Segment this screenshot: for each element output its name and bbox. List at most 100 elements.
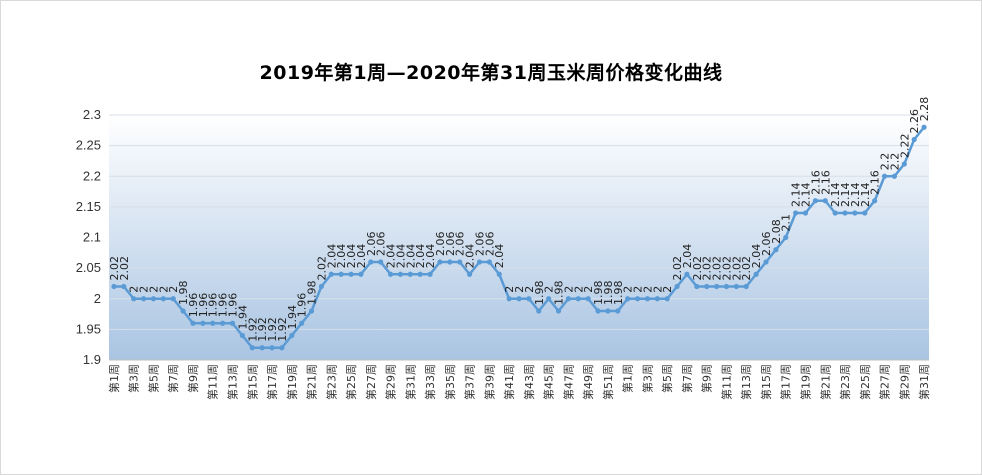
data-label: 2.04 xyxy=(385,244,398,269)
data-point xyxy=(140,296,147,302)
data-point xyxy=(763,259,769,265)
data-label: 2.06 xyxy=(483,232,496,257)
data-label: 2 xyxy=(661,286,674,293)
x-tick-label: 第7周 xyxy=(166,364,180,393)
data-label: 1.96 xyxy=(187,293,200,318)
data-label: 2.02 xyxy=(701,256,714,281)
x-tick-label: 第25周 xyxy=(858,364,872,400)
data-point xyxy=(812,198,818,204)
data-point xyxy=(111,283,117,290)
x-tick-label: 第1周 xyxy=(621,364,635,393)
data-point xyxy=(447,259,453,265)
data-point xyxy=(536,308,542,314)
data-point xyxy=(220,320,226,326)
data-point xyxy=(160,296,166,302)
data-label: 1.92 xyxy=(246,317,259,342)
data-point xyxy=(318,283,325,290)
data-point xyxy=(862,210,868,216)
data-label: 2.1 xyxy=(780,214,793,232)
x-tick-label: 第11周 xyxy=(206,364,220,400)
data-point xyxy=(476,259,483,265)
data-label: 2.04 xyxy=(325,244,338,269)
data-label: 2.06 xyxy=(473,232,486,257)
data-point xyxy=(872,198,878,204)
data-label: 2.16 xyxy=(869,170,882,195)
data-label: 1.96 xyxy=(217,293,230,318)
data-label: 2.04 xyxy=(404,244,417,269)
data-point xyxy=(299,320,305,326)
data-point xyxy=(121,283,127,290)
data-label: 2.06 xyxy=(365,232,378,257)
data-label: 2.02 xyxy=(118,256,131,281)
data-point xyxy=(852,210,858,216)
data-label: 1.98 xyxy=(553,281,566,306)
data-label: 2 xyxy=(523,286,536,293)
data-label: 2 xyxy=(167,286,180,293)
data-point xyxy=(793,210,799,216)
data-point xyxy=(674,283,680,290)
data-label: 2 xyxy=(543,286,556,293)
x-tick-label: 第5周 xyxy=(146,364,160,393)
x-tick-label: 第27周 xyxy=(878,364,892,400)
data-label: 2 xyxy=(503,286,516,293)
data-label: 2.04 xyxy=(424,244,437,269)
data-label: 2.04 xyxy=(464,244,477,269)
data-label: 2.02 xyxy=(720,256,733,281)
data-label: 2 xyxy=(651,286,664,293)
data-point xyxy=(881,173,888,179)
data-point xyxy=(773,247,779,253)
series-line xyxy=(111,124,927,351)
data-point xyxy=(131,296,137,302)
x-tick-label: 第37周 xyxy=(463,364,477,400)
x-tick-label: 第15周 xyxy=(759,364,773,400)
data-point xyxy=(180,308,186,314)
data-labels: 2.022.02222221.981.961.961.961.961.961.9… xyxy=(108,97,931,342)
data-label: 1.92 xyxy=(276,317,289,342)
x-tick-label: 第31周 xyxy=(917,364,931,400)
data-point xyxy=(368,259,374,265)
data-point xyxy=(378,259,384,265)
data-label: 2.06 xyxy=(454,232,467,257)
x-tick-label: 第39周 xyxy=(482,364,496,400)
y-tick-label: 1.9 xyxy=(83,352,101,367)
data-point xyxy=(634,296,641,302)
data-label: 2.14 xyxy=(839,183,852,208)
data-point xyxy=(279,345,285,351)
y-axis: 1.9 1.95 2 2.05 2.1 2.15 2.2 2.25 2.3 xyxy=(76,107,101,367)
data-point xyxy=(200,320,206,326)
data-point xyxy=(249,345,255,351)
data-label: 2.16 xyxy=(809,170,822,195)
data-label: 2.04 xyxy=(355,244,368,269)
data-label: 1.96 xyxy=(296,293,309,318)
data-point xyxy=(229,320,236,326)
data-label: 2 xyxy=(562,286,575,293)
data-point xyxy=(407,271,413,277)
data-label: 2 xyxy=(632,286,645,293)
data-label: 2.02 xyxy=(730,256,743,281)
x-tick-label: 第51周 xyxy=(601,364,615,400)
data-point xyxy=(743,283,749,290)
data-point xyxy=(358,271,364,277)
data-point xyxy=(338,271,344,277)
data-label: 2.14 xyxy=(790,183,803,208)
data-label: 1.96 xyxy=(197,293,210,318)
y-tick-label: 2.1 xyxy=(83,230,101,245)
data-point xyxy=(605,308,611,314)
data-label: 2.26 xyxy=(908,109,921,134)
data-label: 2.04 xyxy=(335,244,348,269)
data-label: 2.06 xyxy=(375,232,388,257)
data-point xyxy=(822,198,828,204)
data-label: 2.14 xyxy=(849,183,862,208)
x-tick-label: 第9周 xyxy=(700,364,714,393)
x-tick-label: 第21周 xyxy=(818,364,832,400)
x-tick-label: 第29周 xyxy=(897,364,911,400)
data-label: 1.94 xyxy=(286,305,299,330)
x-tick-label: 第17周 xyxy=(779,364,793,400)
data-point xyxy=(585,296,591,302)
x-tick-label: 第17周 xyxy=(265,364,279,400)
x-tick-label: 第31周 xyxy=(403,364,417,400)
data-label: 2 xyxy=(641,286,654,293)
data-point xyxy=(911,136,917,143)
data-point xyxy=(625,296,631,302)
